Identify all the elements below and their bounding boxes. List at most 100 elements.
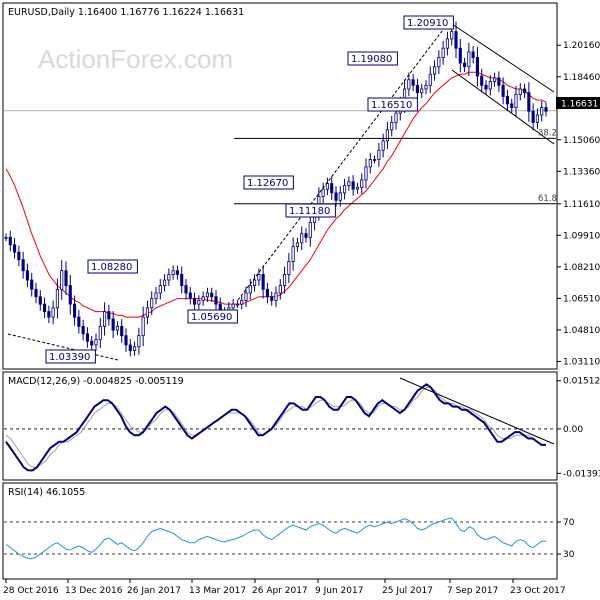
candle-body (488, 81, 492, 90)
candle-body (240, 300, 244, 305)
candle-body (390, 121, 394, 131)
candle-body (68, 285, 72, 305)
candle-body (321, 188, 325, 197)
candle-body (510, 103, 514, 108)
trendlines (7, 17, 555, 361)
candle-body (4, 236, 8, 239)
candle-body (265, 288, 269, 298)
candle-body (128, 344, 132, 351)
x-tick-label: 7 Sep 2017 (447, 586, 498, 596)
candle-body (34, 288, 38, 298)
candle-body (158, 285, 162, 294)
candle-body (60, 270, 64, 290)
candle-body (43, 303, 47, 312)
rsi-panel-frame (2, 482, 558, 580)
candle-body (514, 94, 518, 108)
candle-body (463, 62, 467, 68)
candle-body (163, 279, 167, 286)
candle-body (137, 335, 141, 348)
candle-body (428, 73, 432, 86)
price-tick-label: 1.18460 (563, 73, 600, 83)
x-tick-label: 13 Mar 2017 (189, 586, 246, 596)
candle-body (471, 51, 475, 58)
candle-body (441, 47, 445, 58)
candle-body (154, 292, 158, 299)
fib-label: 38.2 (538, 128, 557, 138)
price-annotation-box (285, 203, 336, 218)
candle-body (107, 311, 111, 320)
channel-lower (451, 69, 555, 145)
candle-body (523, 88, 527, 94)
candle-body (21, 259, 25, 272)
candle-body (501, 84, 505, 97)
price-annotation-label: 1.16510 (371, 100, 412, 111)
price-annotation-label: 1.12670 (247, 178, 288, 189)
candle-body (98, 325, 102, 340)
x-tick-label: 25 Jul 2017 (382, 586, 433, 596)
price-annotation-label: 1.03390 (49, 352, 90, 363)
price-annotation-label: 1.05690 (191, 312, 232, 323)
price-annotation-box (367, 97, 418, 112)
candle-body (231, 303, 235, 309)
candle-body (420, 88, 424, 94)
candle-body (368, 159, 372, 168)
candle-body (201, 296, 205, 301)
candle-body (437, 57, 441, 68)
macd-panel-frame (2, 371, 558, 481)
price-annotation-box (87, 259, 138, 274)
candle-body (47, 311, 51, 318)
candle-body (167, 274, 171, 281)
candle-body (175, 270, 179, 275)
candle-body (103, 311, 107, 327)
candle-body (450, 31, 454, 40)
x-tick-label: 26 Apr 2017 (252, 586, 308, 596)
candle-body (180, 274, 184, 286)
candle-body (30, 279, 34, 290)
candle-body (300, 233, 304, 244)
watermark: ActionForex.com (38, 44, 233, 74)
x-tick-label: 13 Dec 2016 (65, 586, 123, 596)
candle-body (81, 325, 85, 335)
candle-body (480, 75, 484, 86)
candle-body (124, 335, 128, 346)
candle-body (475, 57, 479, 77)
rsi-line (5, 517, 546, 560)
macd-tick-label: 0.01512 (563, 377, 600, 387)
candle-body (17, 251, 21, 261)
rsi-tick-label: 30 (563, 550, 575, 560)
candle-body (454, 31, 458, 49)
candle-body (55, 288, 59, 309)
candle-body (188, 292, 192, 299)
candle-body (347, 181, 351, 186)
candle-body (244, 292, 248, 301)
candle-body (325, 183, 329, 190)
candle-body (308, 222, 312, 238)
candle-body (295, 242, 299, 248)
candle-body (505, 96, 509, 105)
channel-upper (451, 23, 555, 93)
rsi-tick-label: 70 (563, 518, 575, 528)
candle-body (94, 338, 98, 346)
candle-body (424, 84, 428, 90)
candle-body (184, 285, 188, 294)
candle-body (394, 112, 398, 123)
price-annotation-box (243, 175, 294, 190)
macd-tick-label: -0.013938 (563, 469, 600, 479)
price-panel-title: EURUSD,Daily 1.16400 1.16776 1.16224 1.1… (8, 7, 244, 18)
candle-body (150, 298, 154, 309)
candle-body (261, 274, 265, 290)
candle-body (73, 303, 77, 318)
candle-body (85, 333, 89, 342)
candle-body (377, 149, 381, 160)
candle-body (51, 307, 55, 318)
candle-body (64, 270, 68, 286)
candle-body (338, 192, 342, 201)
candle-body (497, 77, 501, 86)
price-tick-label: 1.09910 (563, 231, 600, 241)
macd-panel-title: MACD(12,26,9) -0.004825 -0.005119 (8, 376, 184, 387)
price-tick-label: 1.06510 (563, 294, 600, 304)
candle-body (385, 129, 389, 142)
candle-body (334, 192, 338, 201)
candle-body (77, 316, 81, 327)
